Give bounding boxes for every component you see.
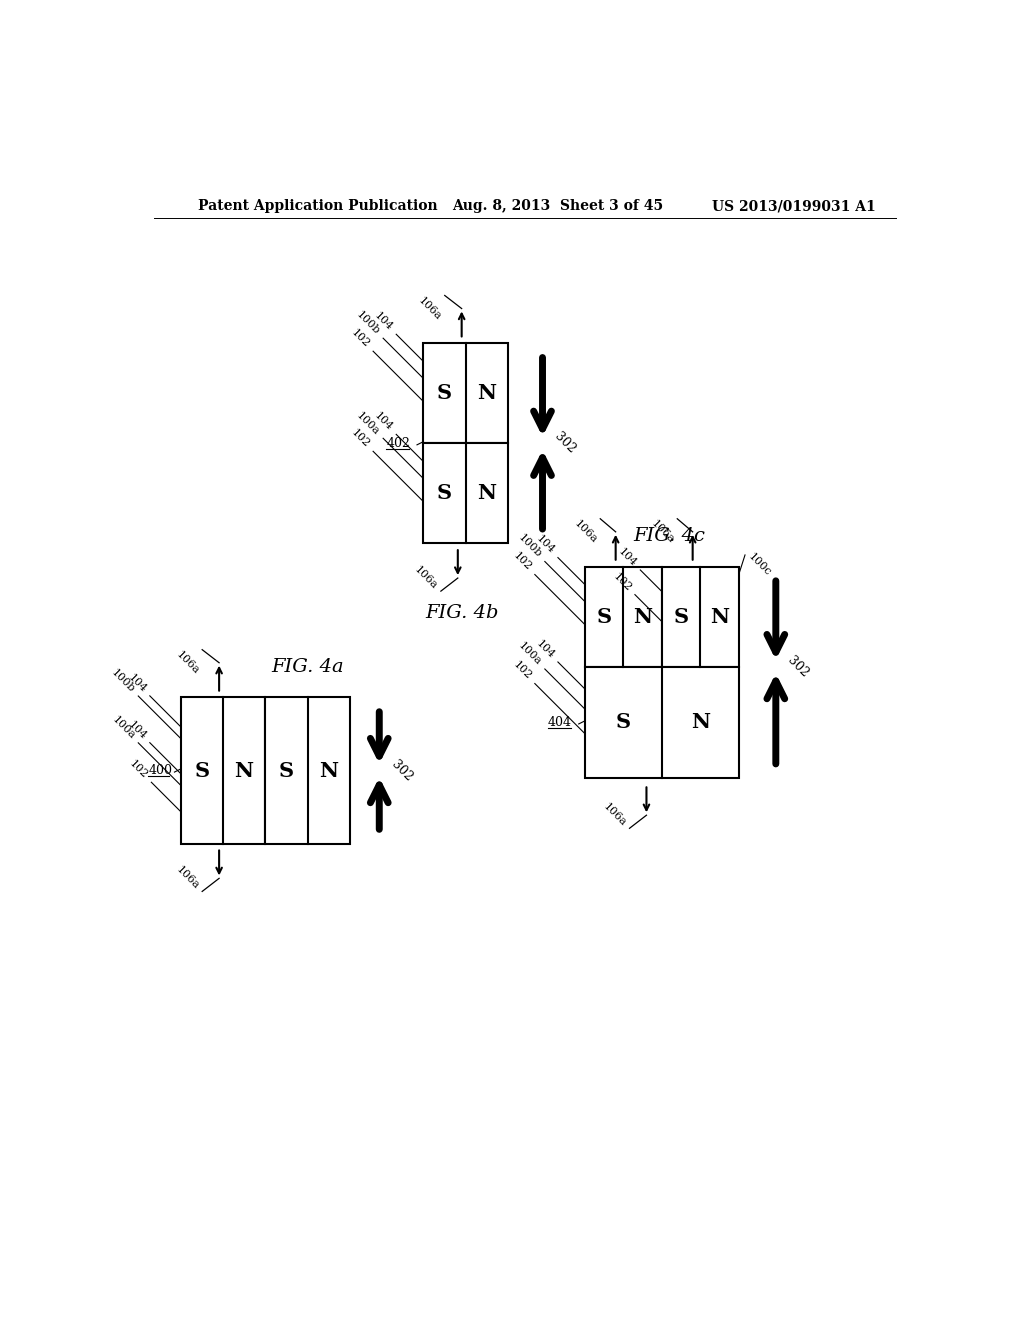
Text: N: N	[319, 760, 338, 780]
Text: 104: 104	[535, 533, 556, 556]
Bar	[423, 343, 508, 444]
Text: 102: 102	[511, 550, 534, 573]
Text: 100a: 100a	[354, 411, 382, 437]
Text: 106a: 106a	[174, 649, 201, 677]
Text: 302: 302	[552, 430, 578, 457]
Text: FIG. 4b: FIG. 4b	[425, 603, 499, 622]
Text: 104: 104	[535, 639, 556, 660]
Bar	[585, 667, 739, 779]
Text: 104: 104	[373, 411, 394, 433]
Bar	[585, 566, 662, 667]
Text: 106a: 106a	[417, 296, 443, 322]
Text: FIG. 4a: FIG. 4a	[271, 657, 344, 676]
Bar	[662, 566, 739, 667]
Text: 302: 302	[388, 758, 415, 784]
Text: 102: 102	[349, 428, 372, 450]
Text: N: N	[710, 607, 729, 627]
Text: Patent Application Publication: Patent Application Publication	[199, 199, 438, 213]
Text: 104: 104	[373, 310, 394, 333]
Text: Aug. 8, 2013  Sheet 3 of 45: Aug. 8, 2013 Sheet 3 of 45	[453, 199, 664, 213]
Text: 106a: 106a	[413, 564, 439, 591]
Text: 404: 404	[548, 715, 571, 729]
Text: 100b: 100b	[354, 309, 382, 337]
Text: US 2013/0199031 A1: US 2013/0199031 A1	[712, 199, 876, 213]
Text: FIG. 4c: FIG. 4c	[634, 527, 706, 545]
Text: 102: 102	[128, 759, 150, 780]
Text: N: N	[477, 483, 497, 503]
Text: 400: 400	[148, 764, 172, 777]
Text: 402: 402	[386, 437, 410, 450]
Text: 100b: 100b	[110, 667, 137, 694]
Text: 100a: 100a	[516, 640, 544, 668]
Text: 106a: 106a	[649, 519, 676, 545]
Text: 104: 104	[126, 719, 148, 741]
Text: N: N	[633, 607, 652, 627]
Text: S: S	[437, 383, 452, 403]
Text: S: S	[437, 483, 452, 503]
Text: 106a: 106a	[571, 519, 599, 545]
Text: 100c: 100c	[746, 552, 773, 578]
Text: 104: 104	[616, 546, 639, 569]
Text: 100b: 100b	[516, 533, 544, 560]
Text: S: S	[279, 760, 294, 780]
Text: N: N	[477, 383, 497, 403]
Text: N: N	[234, 760, 254, 780]
Text: S: S	[674, 607, 689, 627]
Text: S: S	[615, 713, 631, 733]
Text: 106a: 106a	[601, 801, 628, 829]
Text: S: S	[597, 607, 611, 627]
Text: S: S	[195, 760, 209, 780]
Text: 302: 302	[785, 653, 811, 680]
Text: 106a: 106a	[174, 865, 201, 891]
Bar	[265, 697, 350, 843]
Bar	[180, 697, 265, 843]
Text: 104: 104	[126, 672, 148, 694]
Text: N: N	[691, 713, 710, 733]
Text: 102: 102	[511, 660, 534, 682]
Bar	[423, 444, 508, 544]
Text: 100a: 100a	[110, 714, 137, 742]
Text: 102: 102	[349, 327, 372, 350]
Text: 102: 102	[611, 570, 634, 593]
